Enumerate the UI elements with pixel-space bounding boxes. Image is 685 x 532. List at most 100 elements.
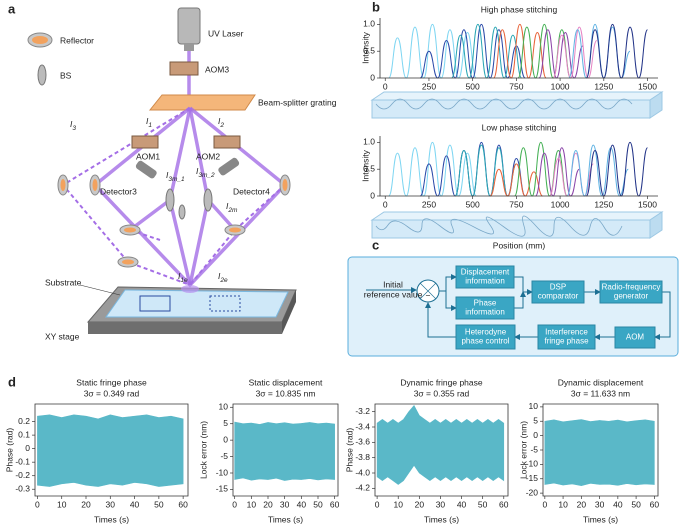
- chart-title: Static displacement: [249, 377, 323, 387]
- beam-subscript: 1: [148, 122, 152, 129]
- y-tick-label: -20: [526, 487, 539, 497]
- setup-diagram-part: [61, 107, 191, 286]
- x-tick-label: 20: [577, 499, 587, 509]
- beam-label: I2: [218, 116, 224, 128]
- x-tick-label: 30: [436, 499, 446, 509]
- feedback-flowchart-part: [514, 276, 533, 295]
- fringe-curve: [489, 163, 543, 197]
- setup-diagram-part: [148, 94, 256, 111]
- beam-subscript: 3: [72, 125, 76, 132]
- y-tick-label: -0.3: [15, 483, 30, 493]
- noise-band: [234, 421, 335, 481]
- x-axis-label: Times (s): [94, 514, 129, 524]
- y-tick-label: 10: [529, 401, 539, 411]
- x-tick-label: 0: [383, 81, 388, 91]
- y-tick-label: -10: [216, 467, 229, 477]
- y-tick-label: -4.2: [355, 483, 370, 493]
- panel-b-decor-part: [649, 211, 663, 239]
- y-tick-label: -4.0: [355, 467, 370, 477]
- setup-diagram-part: [88, 322, 282, 334]
- y-tick-label: 1.0: [363, 137, 375, 147]
- x-tick-label: 1000: [551, 199, 570, 209]
- y-tick-label: 1.0: [363, 19, 375, 29]
- axis-line: [374, 403, 509, 497]
- fringe-curve: [493, 23, 547, 79]
- y-tick-label: -3.4: [355, 421, 370, 431]
- x-tick-label: 0: [35, 499, 40, 509]
- panel-b-decor-part: [371, 219, 651, 239]
- legend-label: Reflector: [60, 35, 94, 45]
- fringe-curve: [566, 144, 629, 197]
- beam-label: I3m_1: [166, 170, 185, 182]
- setup-diagram-part: [209, 295, 241, 312]
- setup-diagram-part: [177, 7, 201, 45]
- beam-symbol: I: [146, 116, 149, 126]
- setup-diagram-part: [169, 61, 199, 76]
- y-tick-label: 0: [370, 190, 375, 200]
- y-tick-label: 5: [223, 418, 228, 428]
- setup-diagram-part: [128, 198, 172, 232]
- y-tick-label: -0.2: [15, 470, 30, 480]
- panel-b-decor-part: [370, 91, 664, 101]
- process-label: information: [465, 277, 505, 286]
- setup-diagram-part: [206, 198, 237, 232]
- x-tick-label: 50: [313, 499, 323, 509]
- chart-subtitle: 3σ = 10.835 nm: [256, 388, 316, 398]
- fringe-curve: [419, 141, 526, 197]
- y-tick-label: -3.6: [355, 437, 370, 447]
- beam-symbol: I: [70, 119, 73, 129]
- fringe-curve: [514, 141, 568, 197]
- setup-diagram-part: [79, 284, 121, 296]
- process-label: DSP: [550, 283, 566, 292]
- y-tick-label: -15: [526, 473, 539, 483]
- input-label: reference value: [364, 289, 423, 299]
- setup-diagram-part-part: [60, 179, 66, 191]
- beam-symbol: I: [166, 170, 169, 180]
- y-tick-label: 0.2: [18, 416, 30, 426]
- y-tick-label: 0: [223, 434, 228, 444]
- x-tick-label: 1500: [638, 81, 657, 91]
- x-axis-label: Position (mm): [493, 240, 546, 250]
- beam-subscript: 2e: [219, 277, 228, 284]
- x-tick-label: 10: [57, 499, 67, 509]
- y-tick-label: 0: [25, 443, 30, 453]
- setup-diagram-part: [218, 157, 240, 176]
- x-axis-label: Times (s): [583, 514, 618, 524]
- axis-line: [34, 403, 189, 497]
- panel-b-decor-part: [375, 215, 623, 237]
- fringe-curve: [585, 141, 648, 197]
- y-tick-label: 10: [219, 402, 229, 412]
- y-tick-label: 0.1: [18, 429, 30, 439]
- chart-subtitle: 3σ = 0.349 rad: [84, 388, 140, 398]
- x-tick-label: 40: [130, 499, 140, 509]
- chart-title: High phase stitching: [481, 4, 558, 14]
- setup-diagram-part: [131, 135, 159, 149]
- y-tick-label: 0.5: [363, 45, 375, 55]
- x-tick-label: 30: [280, 499, 290, 509]
- beam-subscript: 1e: [180, 277, 188, 284]
- feedback-flowchart-part: [445, 291, 457, 311]
- setup-diagram-part: [184, 44, 194, 51]
- beam-subscript: 3m_1: [168, 176, 185, 183]
- process-label: Heterodyne: [465, 328, 507, 337]
- chart-title: Dynamic displacement: [558, 377, 644, 387]
- x-tick-label: 50: [154, 499, 164, 509]
- x-tick-label: 1000: [551, 81, 570, 91]
- y-tick-label: -15: [216, 484, 229, 494]
- aom-label: AOM2: [196, 151, 220, 161]
- process-box: [537, 324, 596, 350]
- x-tick-label: 0: [383, 199, 388, 209]
- y-tick-label: 0: [370, 72, 375, 82]
- process-label: comparator: [538, 292, 579, 301]
- fringe-curve: [454, 144, 517, 197]
- x-tick-label: 750: [509, 81, 523, 91]
- setup-diagram-part: [32, 36, 48, 44]
- feedback-flowchart-part: [425, 302, 456, 338]
- y-axis-label: Lock error (nm): [518, 421, 528, 479]
- panel-b-decor-part: [370, 211, 664, 221]
- setup-diagram-part: [282, 290, 296, 334]
- beam-symbol: I: [196, 166, 199, 176]
- panel-b-decor: b: [370, 0, 664, 239]
- x-tick-label: 10: [558, 499, 568, 509]
